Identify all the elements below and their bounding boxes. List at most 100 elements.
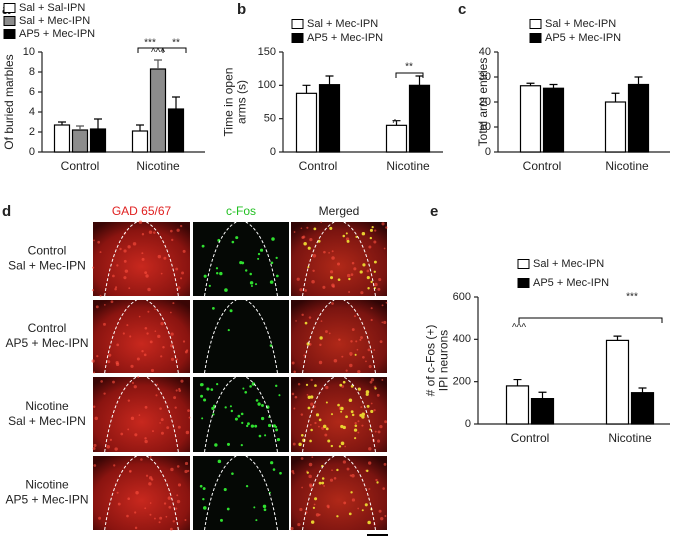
micrograph <box>193 222 289 296</box>
image-texture <box>133 385 137 389</box>
image-texture <box>241 421 244 424</box>
image-texture <box>241 261 245 265</box>
image-texture <box>325 427 329 431</box>
image-texture <box>349 474 352 477</box>
x-tick-label: Nicotine <box>608 431 652 445</box>
image-texture <box>361 412 365 417</box>
image-texture <box>124 269 129 273</box>
image-texture <box>127 245 131 249</box>
image-texture <box>312 506 316 509</box>
legend-label: Sal + Sal-IPN <box>19 2 85 14</box>
image-texture <box>123 276 127 280</box>
image-texture <box>217 459 222 464</box>
image-texture <box>269 344 273 347</box>
image-texture <box>320 320 323 323</box>
image-texture <box>297 523 301 527</box>
image-texture <box>368 245 372 249</box>
y-tick-label: 0 <box>270 146 276 158</box>
image-texture <box>150 368 155 373</box>
image-texture <box>143 353 147 357</box>
image-texture <box>356 348 359 351</box>
image-texture <box>110 300 114 304</box>
image-texture <box>229 405 232 408</box>
image-texture <box>349 363 353 368</box>
image-texture <box>106 444 111 449</box>
image-texture <box>270 461 274 465</box>
image-texture <box>175 358 178 361</box>
image-texture <box>330 444 334 448</box>
image-texture <box>200 394 204 398</box>
image-texture <box>149 513 152 516</box>
y-axis-label: Time in open <box>222 68 236 137</box>
image-texture <box>144 271 148 275</box>
image-texture <box>295 320 297 322</box>
image-texture <box>367 286 370 290</box>
image-texture <box>153 517 156 520</box>
image-texture <box>348 290 351 293</box>
image-texture <box>362 355 365 359</box>
bar <box>89 128 107 153</box>
image-texture <box>377 287 381 291</box>
image-texture <box>267 423 272 428</box>
image-texture <box>148 230 153 234</box>
image-texture <box>141 233 145 236</box>
image-texture <box>308 474 312 479</box>
image-texture <box>128 469 132 473</box>
image-texture <box>229 309 233 313</box>
panel-label: d <box>2 203 11 220</box>
image-texture <box>108 353 112 357</box>
micrograph <box>291 456 387 530</box>
annotation: *** <box>144 38 156 49</box>
error-bar <box>94 118 102 129</box>
image-texture <box>122 332 125 335</box>
image-texture <box>345 415 348 419</box>
image-texture <box>342 460 347 464</box>
image-texture <box>371 225 374 229</box>
image-texture <box>299 288 303 292</box>
image-texture <box>158 521 161 524</box>
image-texture <box>291 392 295 396</box>
image-texture <box>309 484 313 488</box>
image-texture <box>299 507 303 512</box>
image-texture <box>336 515 339 518</box>
image-texture <box>92 405 96 408</box>
image-texture <box>206 387 209 390</box>
image-texture <box>141 349 144 353</box>
y-tick-label: 8 <box>29 66 35 78</box>
image-texture <box>245 269 248 272</box>
image-texture <box>144 507 147 510</box>
image-texture <box>304 289 307 292</box>
image-texture <box>307 246 311 250</box>
annotation: *** <box>626 292 638 303</box>
image-texture <box>130 364 134 368</box>
image-texture <box>159 516 163 520</box>
image-texture <box>123 249 127 253</box>
bar <box>53 124 71 153</box>
image-texture <box>160 431 164 435</box>
x-tick-label: Control <box>299 159 338 173</box>
image-texture <box>208 284 211 287</box>
image-texture <box>244 390 248 394</box>
image-texture <box>337 403 340 407</box>
region-outline <box>204 455 237 531</box>
y-tick-label: 0 <box>485 146 491 158</box>
image-texture <box>212 404 216 408</box>
image-texture <box>92 266 95 269</box>
image-texture <box>201 417 204 420</box>
image-texture <box>345 369 348 372</box>
image-texture <box>240 412 244 416</box>
image-texture <box>318 418 322 422</box>
image-texture <box>177 425 181 429</box>
image-texture <box>331 250 334 253</box>
image-texture <box>300 457 304 460</box>
image-texture <box>250 284 253 288</box>
image-texture <box>307 266 310 269</box>
image-texture <box>144 326 148 330</box>
image-texture <box>354 421 357 425</box>
image-texture <box>319 343 322 347</box>
bar <box>542 87 565 153</box>
panel-label: b <box>237 1 246 18</box>
image-texture <box>203 274 207 278</box>
image-texture <box>365 360 367 363</box>
image-texture <box>174 406 177 409</box>
